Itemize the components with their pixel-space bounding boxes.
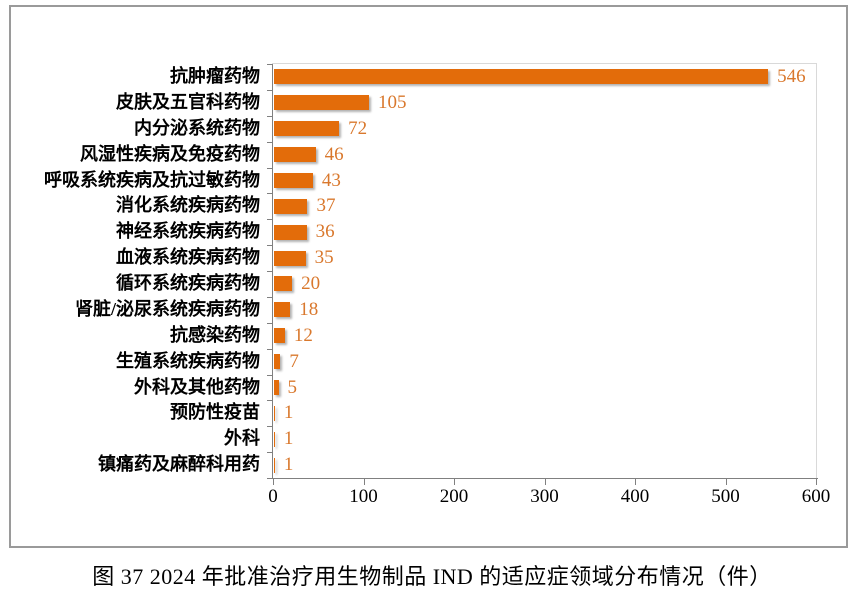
x-axis-tick: [816, 479, 817, 485]
bar: [274, 95, 370, 111]
bar: [274, 302, 291, 318]
category-label: 循环系统疾病药物: [116, 273, 260, 293]
category-label: 预防性疫苗: [170, 402, 260, 423]
value-label: 1: [283, 402, 294, 424]
value-label: 546: [777, 66, 806, 87]
x-tick-label: 0: [268, 486, 278, 507]
x-axis-tick: [273, 479, 274, 485]
bar: [274, 69, 769, 85]
value-label: 46: [324, 143, 344, 165]
x-tick-label: 600: [801, 486, 831, 507]
bar: [274, 250, 306, 266]
value-label: 1: [283, 454, 294, 476]
value-label: 37: [316, 195, 336, 217]
value-label: 43: [321, 169, 341, 191]
y-axis-tick: [267, 245, 273, 247]
x-tick-label: 300: [530, 486, 559, 507]
y-axis-tick: [267, 478, 273, 479]
y-axis-tick: [267, 322, 273, 324]
x-tick-label: 200: [439, 486, 469, 507]
y-axis-tick: [267, 193, 273, 195]
category-label: 镇痛药及麻醉科用药: [98, 454, 260, 475]
category-label: 血液系统疾病药物: [116, 247, 260, 268]
category-label: 消化系统疾病药物: [116, 195, 260, 216]
y-axis-tick: [267, 64, 273, 65]
category-label: 外科及其他药物: [134, 376, 260, 397]
y-axis-tick: [267, 89, 273, 91]
value-label: 12: [293, 324, 313, 346]
bar: [274, 405, 275, 421]
x-axis-tick: [544, 479, 546, 485]
category-label: 神经系统疾病药物: [116, 221, 260, 242]
bar: [274, 379, 279, 395]
category-label: 抗感染药物: [170, 324, 260, 345]
value-label: 20: [301, 273, 321, 294]
category-label: 肾脏/泌尿系统疾病药物: [75, 298, 260, 319]
figure-caption: 图 37 2024 年批准治疗用生物制品 IND 的适应症领域分布情况（件）: [92, 564, 772, 589]
x-axis-tick: [454, 479, 455, 485]
value-label: 105: [378, 91, 407, 113]
y-axis-tick: [267, 426, 273, 428]
plot-area: [272, 63, 817, 479]
x-tick-label: 400: [620, 486, 650, 507]
y-axis-tick: [267, 115, 273, 117]
y-axis-tick: [267, 400, 273, 402]
bar: [274, 431, 275, 447]
bar: [274, 328, 285, 344]
category-label: 抗肿瘤药物: [170, 66, 260, 86]
x-axis-tick: [635, 479, 636, 485]
bar: [274, 354, 281, 370]
category-label: 外科: [224, 428, 260, 449]
bar: [274, 198, 308, 214]
y-axis-tick: [267, 374, 273, 376]
x-tick-label: 500: [711, 486, 740, 507]
bar: [274, 172, 313, 188]
x-tick-label: 100: [349, 486, 378, 507]
x-axis-tick: [363, 479, 365, 485]
bar: [274, 276, 293, 292]
bar: [274, 147, 316, 163]
y-axis-tick: [267, 271, 273, 272]
category-label: 皮肤及五官科药物: [116, 91, 260, 112]
bar: [274, 457, 275, 473]
y-axis-tick: [267, 348, 273, 350]
y-axis-tick: [267, 167, 273, 169]
y-axis-tick: [267, 452, 273, 454]
category-label: 生殖系统疾病药物: [116, 350, 260, 371]
bar: [274, 121, 340, 137]
value-label: 35: [314, 247, 334, 269]
y-axis-tick: [267, 296, 273, 298]
value-label: 7: [289, 350, 299, 372]
figure-frame: [9, 5, 848, 548]
y-axis-tick: [267, 141, 273, 143]
value-label: 72: [348, 117, 368, 139]
category-label: 呼吸系统疾病及抗过敏药物: [44, 169, 260, 190]
value-label: 1: [283, 428, 294, 450]
category-label: 风湿性疾病及免疫药物: [80, 143, 260, 164]
y-axis-tick: [267, 219, 273, 221]
x-axis-tick: [725, 479, 727, 485]
value-label: 36: [315, 221, 335, 243]
bar: [274, 224, 307, 240]
category-label: 内分泌系统药物: [134, 117, 260, 138]
value-label: 18: [299, 298, 319, 320]
value-label: 5: [287, 376, 298, 398]
x-axis-line: [267, 478, 818, 479]
